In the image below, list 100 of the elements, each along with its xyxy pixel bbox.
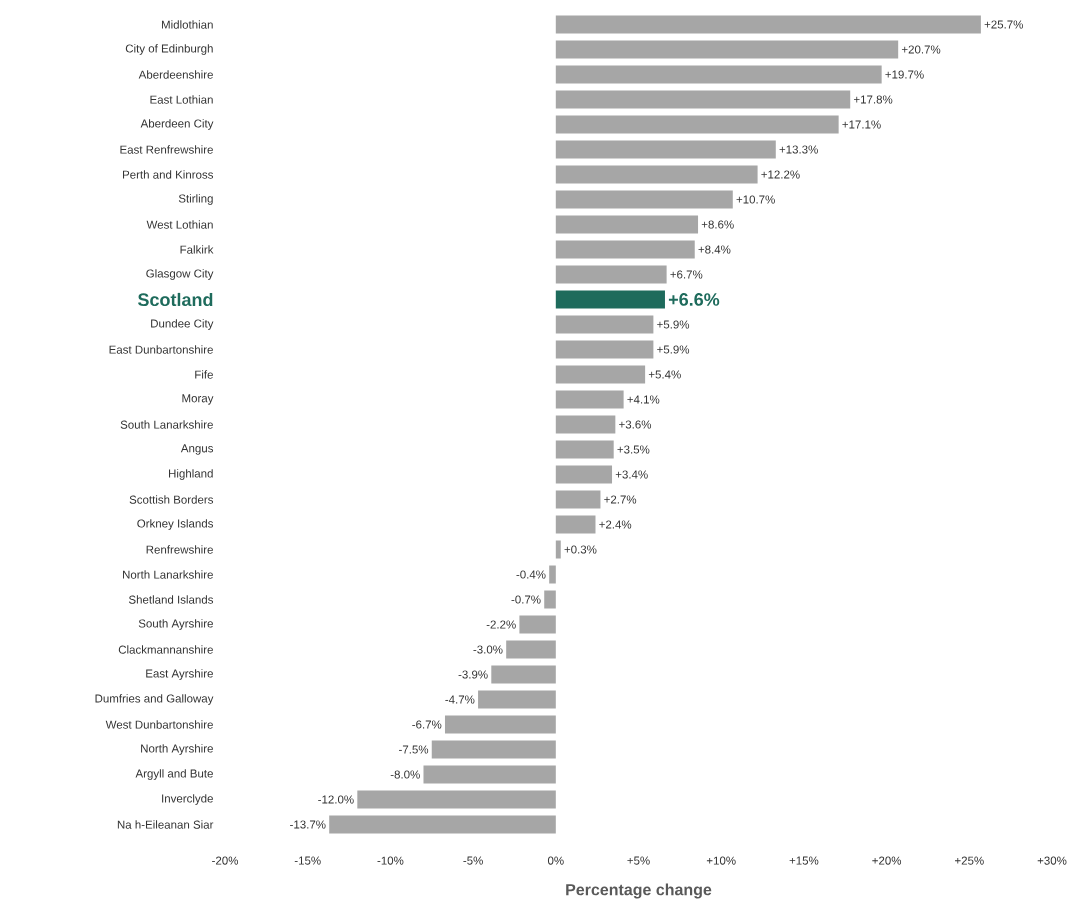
- data-label: -0.4%: [516, 570, 546, 579]
- data-label: +25.7%: [984, 20, 1023, 29]
- y-tick-label: Scotland: [137, 292, 213, 307]
- y-tick-label: North Ayrshire: [141, 744, 213, 755]
- y-tick-label: Inverclyde: [162, 794, 213, 805]
- data-label: -12.0%: [318, 795, 354, 804]
- data-label: +2.7%: [604, 495, 637, 504]
- y-tick-label: Aberdeenshire: [138, 70, 213, 79]
- data-label: +20.7%: [901, 45, 941, 54]
- y-tick-label: Glasgow City: [146, 269, 214, 280]
- y-tick-label: West Lothian: [146, 220, 213, 229]
- y-tick-label: Na h-Eileanan Siar: [117, 820, 214, 829]
- bar: [555, 140, 776, 159]
- y-tick-label: Dundee City: [151, 319, 214, 330]
- bar: [555, 390, 624, 409]
- data-label: +0.3%: [564, 545, 597, 554]
- y-tick-label: City of Edinburgh: [125, 44, 213, 55]
- data-label: +13.3%: [779, 145, 818, 154]
- y-tick-label: South Lanarkshire: [120, 420, 213, 429]
- data-label: -2.2%: [486, 620, 516, 629]
- bar: [549, 565, 556, 584]
- bar: [555, 315, 654, 334]
- y-tick-label: Clackmannanshire: [118, 645, 213, 654]
- data-label: +3.5%: [617, 445, 650, 454]
- y-tick-label: Moray: [182, 394, 214, 405]
- y-tick-label: East Ayrshire: [146, 669, 213, 680]
- bar: [555, 240, 695, 259]
- bar: [555, 215, 699, 234]
- data-label: +17.1%: [842, 120, 881, 129]
- data-label: -8.0%: [390, 770, 420, 779]
- y-tick-label: Highland: [169, 469, 213, 480]
- data-label: +3.6%: [619, 420, 652, 429]
- data-label: -3.0%: [473, 645, 503, 654]
- x-tick-label: 0%: [547, 856, 564, 865]
- y-tick-label: East Renfrewshire: [120, 145, 213, 154]
- y-tick-label: Argyll and Bute: [135, 769, 213, 780]
- data-label: +4.1%: [627, 395, 660, 404]
- y-tick-label: East Dunbartonshire: [109, 345, 213, 354]
- bar: [329, 815, 556, 834]
- y-tick-label: Fife: [195, 370, 213, 379]
- x-tick-label: -10%: [377, 856, 404, 865]
- data-label: +5.4%: [648, 370, 681, 379]
- y-tick-label: Shetland Islands: [128, 595, 214, 604]
- bar: [555, 165, 758, 184]
- x-tick-label: -15%: [294, 856, 321, 865]
- bar: [555, 90, 851, 109]
- x-axis-title: Percentage change: [566, 883, 712, 899]
- bar: [555, 465, 613, 484]
- bar: [555, 65, 882, 84]
- data-label: +8.6%: [701, 220, 734, 229]
- y-tick-label: South Ayrshire: [138, 619, 213, 630]
- data-label: +5.9%: [657, 320, 690, 329]
- y-tick-label: Midlothian: [161, 20, 213, 29]
- bar: [444, 715, 556, 734]
- bar: [431, 740, 556, 759]
- data-label: +3.4%: [615, 470, 648, 479]
- y-tick-label: Orkney Islands: [137, 519, 214, 530]
- y-tick-label: Aberdeen City: [140, 119, 214, 130]
- data-label: +19.7%: [885, 70, 924, 79]
- x-tick-label: +15%: [789, 856, 819, 865]
- bar: [555, 265, 667, 284]
- y-tick-label: Angus: [180, 444, 214, 455]
- bar: [519, 615, 556, 634]
- bar: [555, 190, 733, 209]
- bar: [555, 440, 614, 459]
- x-tick-label: +30%: [1037, 856, 1067, 865]
- bar: [555, 365, 646, 384]
- bar: [491, 665, 556, 684]
- data-label: -4.7%: [445, 695, 475, 704]
- bar: [478, 690, 556, 709]
- x-tick-label: -5%: [463, 856, 483, 865]
- bar: [555, 490, 601, 509]
- bar: [555, 540, 561, 559]
- bar: [357, 790, 556, 809]
- y-tick-label: Perth and Kinross: [123, 170, 214, 179]
- x-tick-label: -20%: [212, 856, 239, 865]
- data-label: +5.9%: [657, 345, 690, 354]
- data-label: -7.5%: [399, 745, 429, 754]
- data-label: +10.7%: [736, 195, 775, 204]
- bar: [423, 765, 556, 784]
- bar: [555, 415, 616, 434]
- x-tick-label: +5%: [627, 856, 650, 865]
- y-tick-label: North Lanarkshire: [123, 570, 213, 579]
- x-tick-label: +10%: [706, 856, 736, 865]
- bar: [555, 290, 665, 309]
- x-tick-label: +20%: [872, 856, 902, 865]
- y-tick-label: Stirling: [178, 194, 213, 205]
- data-label: -13.7%: [290, 820, 326, 829]
- y-tick-label: West Dunbartonshire: [105, 720, 213, 729]
- data-label: -0.7%: [511, 595, 541, 604]
- y-tick-label: Falkirk: [180, 245, 214, 254]
- bar: [555, 515, 596, 534]
- data-label: +8.4%: [698, 245, 731, 254]
- data-label: +17.8%: [853, 95, 893, 104]
- y-tick-label: East Lothian: [150, 95, 213, 104]
- data-label: +2.4%: [599, 520, 632, 529]
- data-label: -6.7%: [412, 720, 442, 729]
- y-tick-label: Dumfries and Galloway: [95, 694, 214, 705]
- bar: [555, 115, 839, 134]
- bar: [544, 590, 556, 609]
